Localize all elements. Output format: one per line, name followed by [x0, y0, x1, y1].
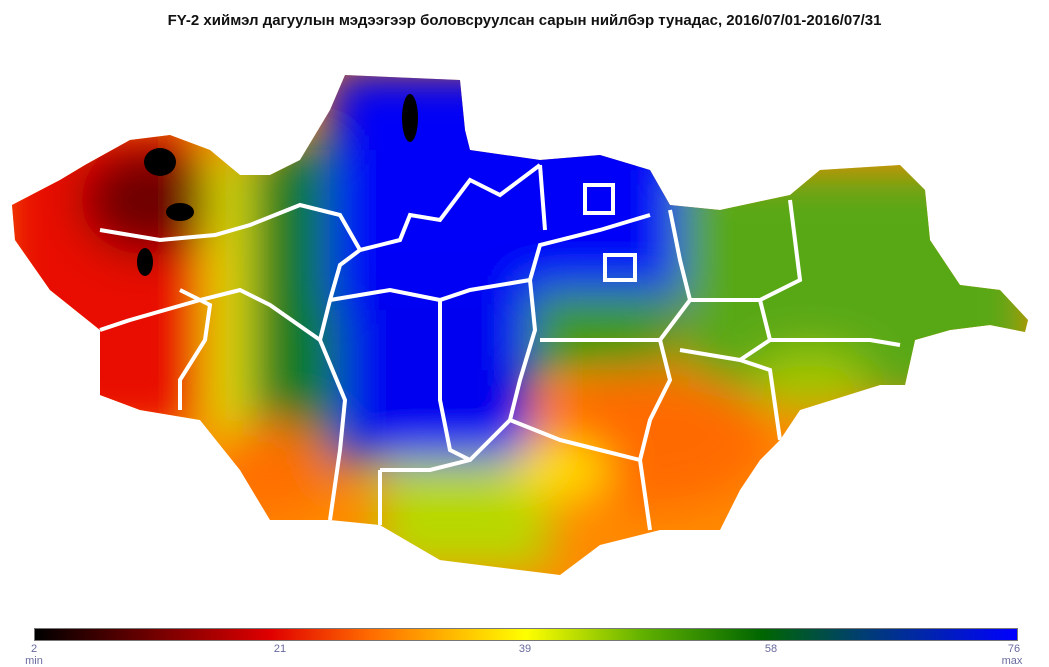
color-scale-bar — [34, 628, 1018, 641]
precipitation-field — [12, 75, 1028, 575]
legend-max-label: max — [1001, 655, 1023, 667]
legend-tick: 39 — [518, 643, 532, 655]
legend-tick: 21 — [273, 643, 287, 655]
legend-tick: 76 — [1007, 643, 1021, 655]
province-boundaries — [99, 163, 901, 531]
map-title: FY-2 хиймэл дагуулын мэдээгээр боловсруу… — [167, 12, 882, 29]
legend-tick: 58 — [764, 643, 778, 655]
legend-min-label: min — [25, 655, 43, 667]
legend-tick: 2 — [30, 643, 38, 655]
precipitation-map — [12, 75, 1028, 575]
